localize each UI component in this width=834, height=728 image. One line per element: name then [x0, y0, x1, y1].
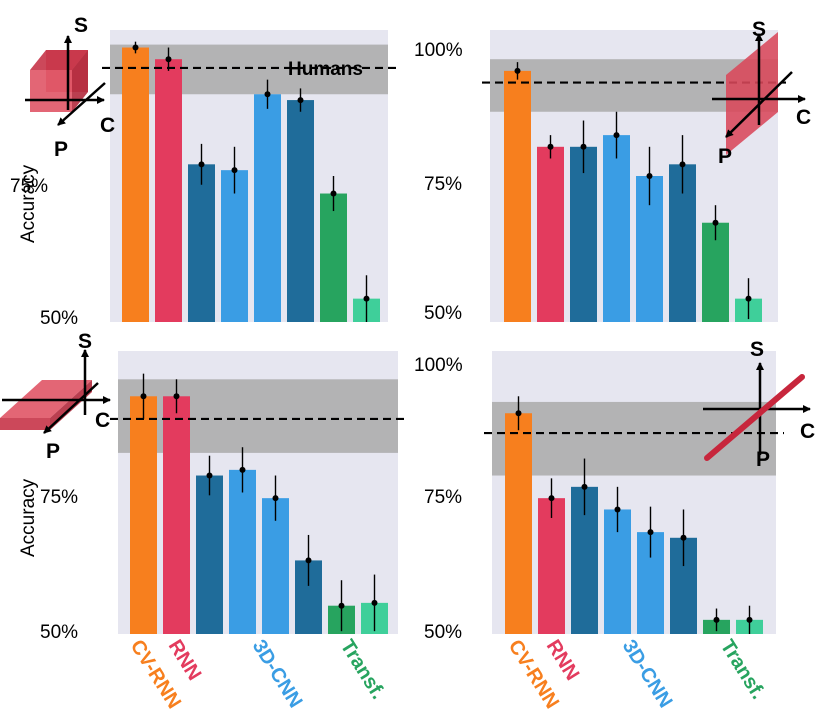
mean-point [363, 295, 370, 302]
mean-point [297, 97, 304, 104]
mean-point [581, 483, 588, 490]
mean-point [140, 393, 147, 400]
axis-letter-s-top-right: S [752, 18, 766, 41]
mean-point [239, 466, 246, 473]
ylabel-top-left: Accuracy [18, 164, 39, 243]
ytick-bottom-left-75: 75% [40, 487, 78, 508]
panel-bottom-left [110, 351, 406, 634]
line-axis-icon-bottom-right [703, 362, 811, 461]
mean-point [647, 529, 654, 536]
mean-point [206, 472, 213, 479]
bar-cv-rnn [505, 413, 532, 634]
bar-3d-cnn-b [229, 469, 256, 634]
ytick-bottom-right-100: 100% [414, 355, 463, 376]
mean-point [547, 143, 554, 150]
bar-3d-cnn-d [287, 100, 314, 322]
axis-letter-c-top-left: C [100, 114, 115, 137]
ytick-bottom-right-50: 50% [424, 622, 462, 643]
mean-point [305, 557, 312, 564]
axis-letter-p-bottom-left: P [46, 440, 60, 463]
bar-3d-cnn-a [196, 475, 223, 634]
bar-3d-cnn-a [570, 146, 597, 322]
mean-point [173, 393, 180, 400]
axis-letter-c-bottom-right: C [800, 420, 815, 443]
mean-point [515, 410, 522, 417]
ytick-bottom-right-75: 75% [424, 487, 462, 508]
mean-point [614, 506, 621, 513]
category-label-3d-cnn-right: 3D-CNN [618, 636, 677, 712]
mean-point [165, 56, 172, 63]
cube-axis-icon-top-left [25, 35, 106, 126]
bar-cv-rnn [122, 47, 149, 323]
mean-point [713, 616, 720, 623]
ytick-top-left-75: 75% [10, 176, 48, 197]
human-band [118, 379, 398, 453]
mean-point [613, 132, 620, 139]
plane-axis-icon-top-right [712, 32, 806, 155]
mean-point [338, 602, 345, 609]
bar-3d-cnn-b [221, 170, 248, 322]
mean-point [514, 67, 521, 74]
bar-rnn [155, 59, 182, 322]
mean-point [264, 91, 271, 98]
panel-bottom-right [484, 351, 784, 634]
mean-point [330, 190, 337, 197]
mean-point [712, 219, 719, 226]
axis-letter-p-top-left: P [54, 138, 68, 161]
ylabel-bottom-left: Accuracy [18, 478, 39, 557]
axis-letter-c-bottom-left: C [95, 409, 110, 432]
plot-background [492, 351, 776, 634]
category-label-transf-left: Transf. [336, 636, 389, 703]
plane-axis-icon-bottom-left [0, 349, 111, 434]
mean-point [580, 143, 587, 150]
category-label-3d-cnn-left: 3D-CNN [248, 636, 307, 712]
mean-point [548, 495, 555, 502]
ytick-bottom-left-50: 50% [40, 622, 78, 643]
axis-letter-s-bottom-left: S [78, 330, 92, 353]
panel-top-left [102, 30, 396, 323]
mean-point [680, 534, 687, 541]
ytick-top-right-50: 50% [424, 303, 462, 324]
axis-letter-s-bottom-right: S [750, 338, 764, 361]
category-label-transf-right: Transf. [716, 636, 769, 703]
mean-point [231, 167, 238, 174]
bar-3d-cnn-c [254, 94, 281, 323]
mean-point [646, 173, 653, 179]
mean-point [132, 44, 139, 51]
bar-transf-a [320, 193, 347, 322]
bar-rnn [537, 146, 564, 322]
bar-rnn [163, 396, 190, 634]
bar-3d-cnn-b [603, 135, 630, 322]
bar-cv-rnn [130, 396, 157, 634]
humans-label: Humans [288, 59, 363, 80]
ytick-top-right-100: 100% [414, 40, 463, 61]
axis-letter-p-bottom-right: P [756, 448, 770, 471]
ytick-top-right-75: 75% [424, 174, 462, 195]
mean-point [198, 161, 205, 168]
mean-point [746, 616, 753, 623]
mean-point [745, 295, 752, 302]
ytick-top-left-50: 50% [40, 308, 78, 329]
bar-3d-cnn-a [188, 164, 215, 322]
axis-letter-s-top-left: S [74, 14, 88, 37]
axis-letter-p-top-right: P [718, 145, 732, 168]
axis-letter-c-top-right: C [796, 106, 811, 129]
mean-point [371, 599, 378, 606]
mean-point [272, 495, 279, 502]
bar-rnn [538, 498, 565, 634]
bar-cv-rnn [504, 70, 531, 322]
mean-point [679, 161, 686, 168]
